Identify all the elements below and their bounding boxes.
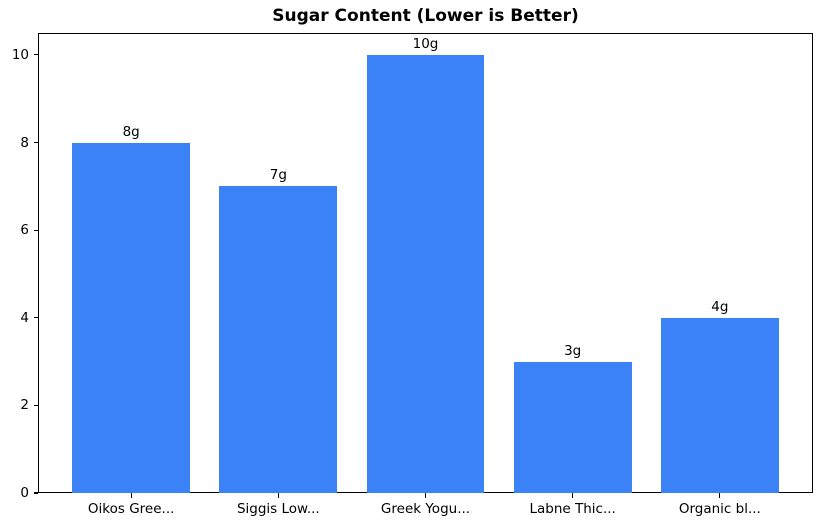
bar-value-label: 10g bbox=[412, 35, 439, 52]
bar-value-label: 8g bbox=[122, 123, 140, 140]
bar-value-label: 7g bbox=[269, 167, 287, 184]
x-tick-mark bbox=[424, 493, 427, 498]
y-tick-mark bbox=[33, 141, 38, 144]
y-axis-tick-label: 10 bbox=[11, 46, 29, 63]
bar bbox=[660, 317, 779, 493]
y-tick-mark bbox=[33, 492, 38, 494]
x-axis-category-label: Siggis Low... bbox=[236, 501, 320, 517]
y-axis-tick-label: 0 bbox=[20, 485, 29, 501]
bar bbox=[513, 361, 632, 493]
x-axis-category-label: Oikos Gree... bbox=[87, 501, 175, 517]
y-axis-tick-label: 4 bbox=[20, 309, 29, 326]
x-axis-category-label: Labne Thic... bbox=[529, 501, 616, 517]
x-tick-mark bbox=[719, 493, 721, 498]
x-axis-category-label: Organic bl... bbox=[678, 501, 761, 517]
y-axis-tick-label: 6 bbox=[20, 222, 29, 239]
bar bbox=[366, 54, 485, 493]
y-axis-tick-label: 8 bbox=[20, 134, 29, 151]
y-tick-mark bbox=[33, 317, 38, 319]
bar-value-label: 4g bbox=[711, 298, 729, 315]
y-tick-mark bbox=[33, 229, 38, 231]
y-axis-tick-label: 2 bbox=[20, 397, 29, 414]
bar bbox=[219, 186, 338, 493]
x-axis-category-label: Greek Yogu... bbox=[380, 501, 471, 517]
x-tick-mark bbox=[130, 493, 132, 498]
bar bbox=[72, 142, 191, 493]
chart-title: Sugar Content (Lower is Better) bbox=[272, 6, 579, 26]
x-tick-mark bbox=[277, 493, 279, 498]
y-tick-mark bbox=[33, 54, 38, 56]
bar-value-label: 3g bbox=[564, 342, 582, 359]
y-tick-mark bbox=[33, 404, 38, 406]
x-tick-mark bbox=[572, 493, 574, 498]
